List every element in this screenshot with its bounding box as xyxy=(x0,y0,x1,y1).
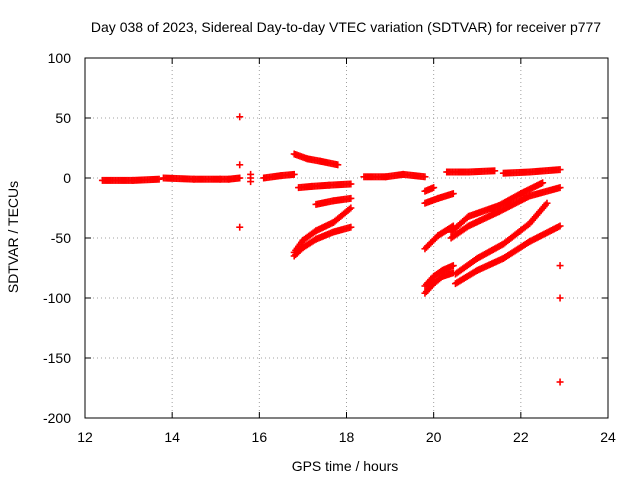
x-tick-label: 12 xyxy=(77,429,93,445)
isolated-point xyxy=(236,113,244,121)
series-arc-15 xyxy=(421,269,457,297)
series-arc-8 xyxy=(290,204,355,256)
series-arc-18 xyxy=(447,179,547,236)
x-tick-label: 14 xyxy=(164,429,180,445)
series-arc-4 xyxy=(260,170,298,182)
series-arc-10 xyxy=(360,170,429,181)
series-arc-2 xyxy=(159,174,224,183)
y-tick-label: 100 xyxy=(48,50,72,66)
isolated-point xyxy=(556,262,564,270)
series-arc-14 xyxy=(421,262,457,290)
y-tick-label: -150 xyxy=(43,350,71,366)
grid xyxy=(85,58,608,418)
y-axis-label: SDTVAR / TECUs xyxy=(5,181,21,293)
plot-frame xyxy=(84,57,609,419)
x-tick-label: 16 xyxy=(252,429,268,445)
series-arc-11 xyxy=(421,184,438,195)
x-tick-label: 24 xyxy=(600,429,616,445)
series-arc-12 xyxy=(421,190,457,207)
data-points xyxy=(98,113,564,386)
series-arc-6 xyxy=(295,180,355,192)
y-tick-label: -50 xyxy=(51,230,71,246)
y-tick-label: -100 xyxy=(43,290,71,306)
y-tick-label: 0 xyxy=(63,170,71,186)
series-arc-16 xyxy=(443,167,499,176)
chart-title: Day 038 of 2023, Sidereal Day-to-day VTE… xyxy=(91,19,601,35)
series-arc-21 xyxy=(451,222,564,288)
series-arc-7 xyxy=(312,194,355,208)
tick-labels: 12 14 16 18 20 22 24 100 50 0 -50 -100 -150 -200 xyxy=(43,50,616,445)
x-axis-label: GPS time / hours xyxy=(292,458,399,474)
isolated-point xyxy=(236,161,244,169)
x-tick-label: 20 xyxy=(426,429,442,445)
y-tick-label: -200 xyxy=(43,410,71,426)
y-tick-label: 50 xyxy=(55,110,71,126)
series-arc-19 xyxy=(447,184,564,242)
series-arc-1 xyxy=(98,175,163,184)
isolated-point xyxy=(247,170,255,178)
x-tick-label: 22 xyxy=(513,429,529,445)
isolated-point xyxy=(247,178,255,186)
x-tick-label: 18 xyxy=(339,429,355,445)
isolated-point xyxy=(556,378,564,386)
series-arc-3 xyxy=(216,174,244,183)
series-arc-9 xyxy=(290,223,355,260)
series-arc-17 xyxy=(499,166,564,177)
series-arc-20 xyxy=(451,199,551,278)
series-arc-5 xyxy=(290,150,342,169)
isolated-point xyxy=(236,223,244,231)
isolated-point xyxy=(556,294,564,302)
